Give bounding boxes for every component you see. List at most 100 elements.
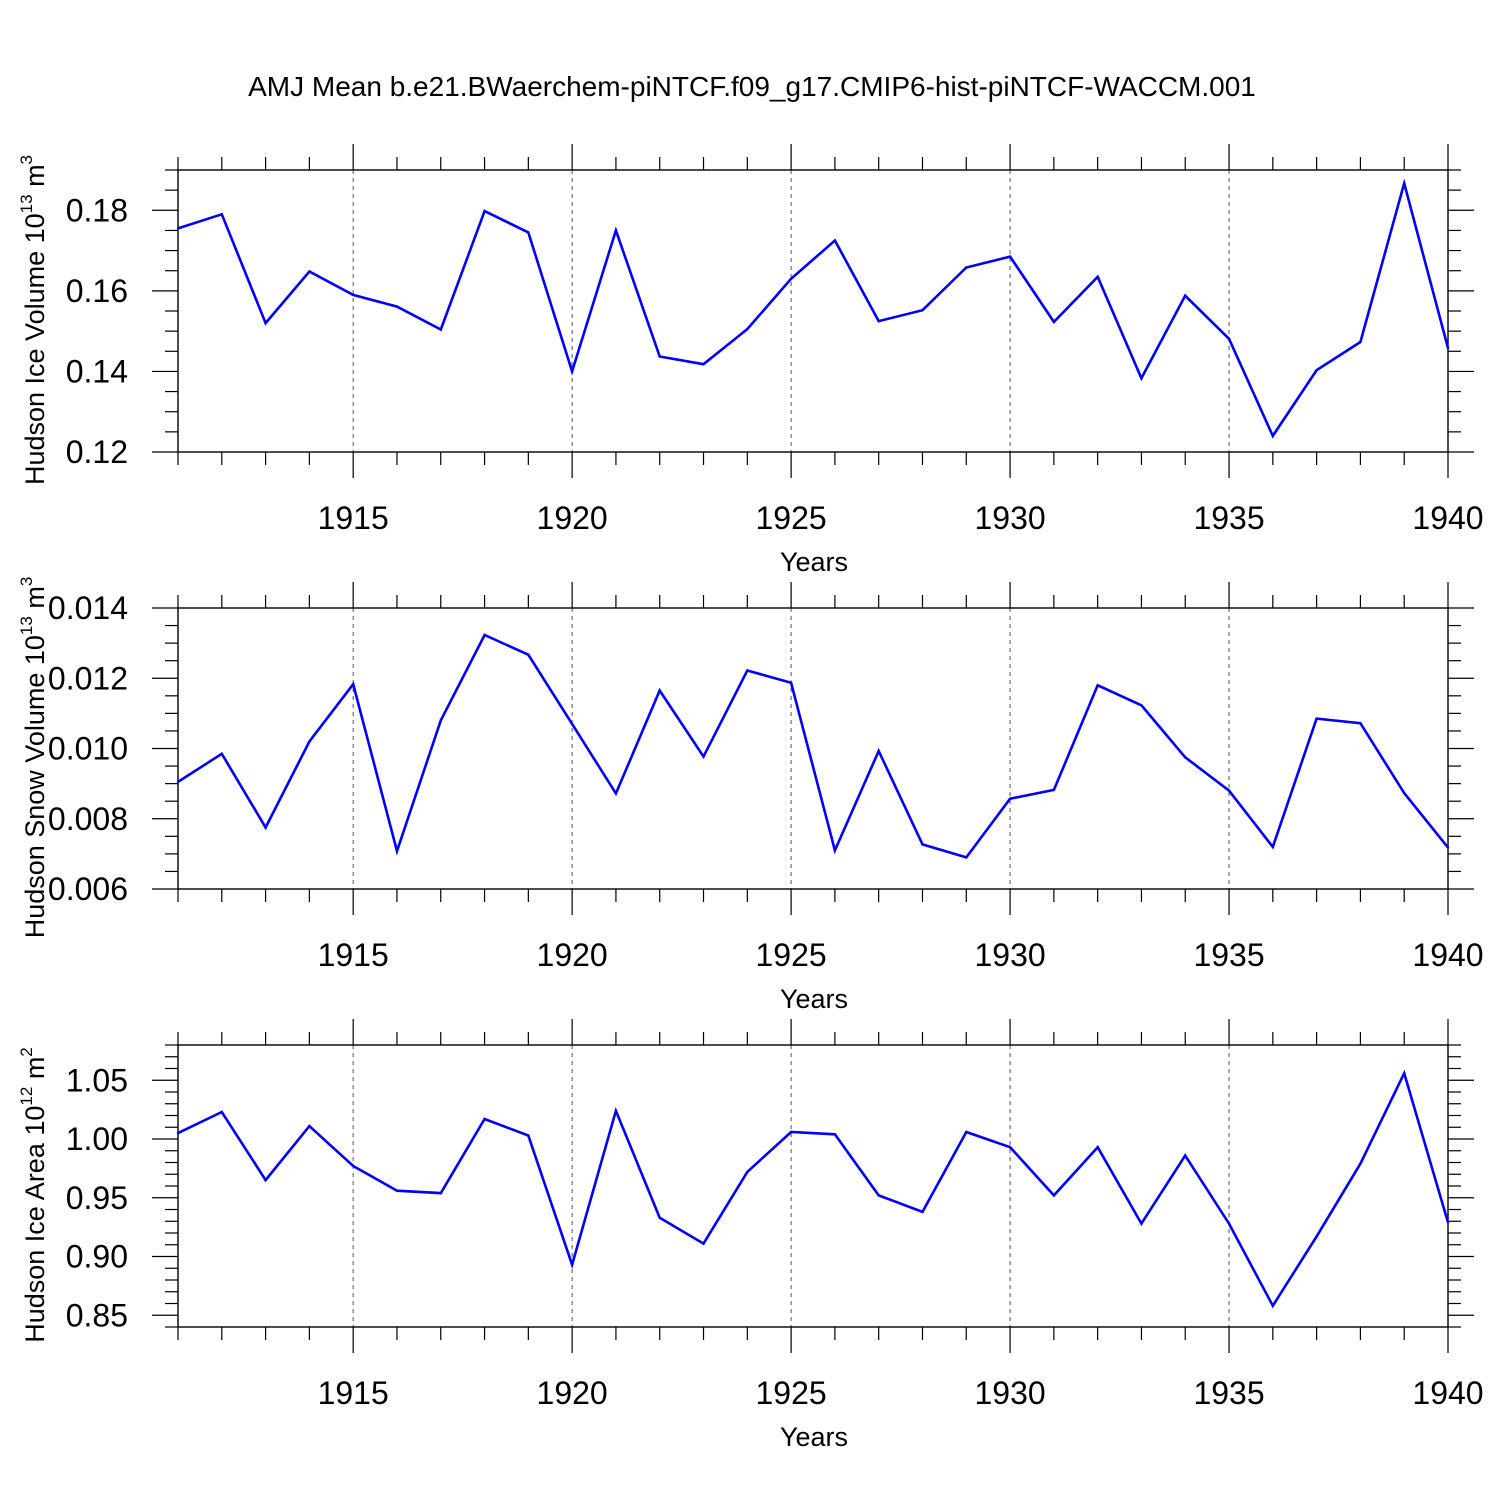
data-point bbox=[1359, 340, 1362, 344]
y-axis-label-part: 13 bbox=[17, 194, 36, 213]
data-point bbox=[921, 1210, 924, 1214]
data-point bbox=[702, 1242, 705, 1245]
data-point bbox=[614, 1109, 618, 1113]
data-point bbox=[789, 1130, 793, 1134]
data-point bbox=[1140, 704, 1143, 707]
data-point bbox=[176, 227, 180, 230]
chart-panel-2: 0.006 0.008 0.010 0.012 0.014 1915 1920 1925 193… bbox=[17, 577, 1484, 1014]
y-tick-label: 1.05 bbox=[66, 1062, 128, 1098]
plot-frame bbox=[177, 169, 1449, 453]
data-point bbox=[395, 849, 399, 853]
data-point bbox=[570, 1263, 574, 1266]
y-axis-label-part: m bbox=[20, 1057, 50, 1087]
x-tick-label: 1920 bbox=[537, 1375, 608, 1411]
y-tick-label: 0.12 bbox=[66, 434, 128, 470]
data-point bbox=[1008, 797, 1012, 800]
y-tick-label: 0.90 bbox=[66, 1239, 128, 1275]
data-point bbox=[1359, 1162, 1362, 1165]
data-point bbox=[264, 826, 267, 829]
data-point bbox=[308, 270, 311, 273]
data-point bbox=[1096, 684, 1099, 687]
series-line bbox=[177, 178, 1450, 439]
data-point bbox=[658, 355, 661, 358]
data-point bbox=[1271, 434, 1275, 438]
x-tick-label: 1920 bbox=[537, 500, 608, 536]
data-point bbox=[570, 370, 574, 373]
data-point bbox=[1140, 377, 1143, 380]
y-tick-label: 0.012 bbox=[48, 660, 128, 696]
figure-title: AMJ Mean b.e21.BWaerchem-piNTCF.f09_g17.… bbox=[248, 71, 1256, 102]
data-point bbox=[746, 1170, 749, 1174]
y-tick-label: 0.008 bbox=[48, 801, 128, 837]
data-point bbox=[308, 1124, 311, 1128]
data-point bbox=[965, 856, 968, 859]
y-axis-label-part: m bbox=[20, 586, 50, 616]
data-point bbox=[1271, 1304, 1275, 1308]
x-tick-label: 1925 bbox=[756, 937, 827, 973]
y-tick-label: 0.010 bbox=[48, 731, 128, 767]
x-tick-label: 1940 bbox=[1412, 1375, 1483, 1411]
x-tick-label: 1925 bbox=[756, 500, 827, 536]
x-tick-label: 1915 bbox=[318, 937, 389, 973]
data-point bbox=[1008, 1146, 1012, 1149]
data-point bbox=[570, 722, 574, 726]
y-axis-label: Hudson Ice Volume 1013 m3 bbox=[17, 155, 50, 485]
data-point bbox=[1140, 1222, 1143, 1225]
data-point bbox=[1403, 791, 1406, 795]
x-tick-label: 1925 bbox=[756, 1375, 827, 1411]
data-point bbox=[1227, 789, 1231, 792]
y-axis-label-part: 3 bbox=[17, 155, 36, 164]
y-axis-label-part: 3 bbox=[17, 577, 36, 586]
data-point bbox=[1403, 1072, 1406, 1075]
data-point bbox=[921, 308, 924, 312]
data-point bbox=[395, 1189, 399, 1192]
x-axis-label: Years bbox=[780, 984, 848, 1014]
chart-panel-3: 0.85 0.90 0.95 1.00 1.05 1915 1920 1925 1930 1935… bbox=[17, 1019, 1484, 1452]
data-point bbox=[1096, 275, 1099, 278]
data-point bbox=[658, 689, 661, 692]
y-axis-label-part: Hudson Ice Area 10 bbox=[20, 1106, 50, 1343]
y-tick-label: 0.014 bbox=[48, 590, 128, 626]
y-axis-label: Hudson Ice Area 1012 m2 bbox=[17, 1047, 50, 1343]
data-point bbox=[1184, 756, 1187, 759]
data-point bbox=[1227, 337, 1231, 340]
data-point bbox=[176, 1131, 180, 1135]
data-point bbox=[1315, 717, 1318, 720]
data-point bbox=[833, 239, 837, 242]
data-point bbox=[351, 683, 355, 686]
data-point bbox=[527, 1134, 530, 1137]
x-tick-label: 1935 bbox=[1193, 937, 1264, 973]
data-point bbox=[877, 1194, 880, 1197]
y-tick-label: 0.006 bbox=[48, 871, 128, 907]
data-point bbox=[746, 669, 749, 672]
plot-frame bbox=[177, 1044, 1449, 1328]
y-axis-label-part: 2 bbox=[17, 1047, 36, 1056]
data-point bbox=[965, 266, 968, 269]
data-point bbox=[220, 752, 223, 755]
y-tick-label: 0.95 bbox=[66, 1180, 128, 1216]
data-point bbox=[746, 327, 749, 331]
data-point bbox=[483, 1117, 486, 1121]
data-point bbox=[439, 719, 442, 722]
data-point bbox=[351, 293, 355, 297]
panels: 0.12 0.14 0.16 0.18 1915 1920 1925 1930 1935 1940… bbox=[17, 144, 1484, 1452]
data-point bbox=[658, 1216, 661, 1219]
data-point bbox=[220, 213, 223, 216]
chart-panel-1: 0.12 0.14 0.16 0.18 1915 1920 1925 1930 1935 1940… bbox=[17, 144, 1484, 577]
data-point bbox=[395, 305, 399, 308]
y-axis-label-part: 13 bbox=[17, 616, 36, 635]
data-point bbox=[877, 319, 880, 323]
data-point bbox=[702, 362, 705, 366]
data-point bbox=[789, 681, 793, 685]
x-tick-label: 1935 bbox=[1193, 1375, 1264, 1411]
data-point bbox=[1227, 1222, 1231, 1225]
y-tick-label: 0.18 bbox=[66, 192, 128, 228]
data-point bbox=[1096, 1146, 1099, 1149]
x-tick-label: 1930 bbox=[974, 500, 1045, 536]
series-line bbox=[177, 1069, 1450, 1309]
data-point bbox=[1184, 1154, 1187, 1157]
x-axis-label: Years bbox=[780, 547, 848, 577]
data-point bbox=[1315, 1235, 1318, 1238]
data-point bbox=[1359, 722, 1362, 725]
